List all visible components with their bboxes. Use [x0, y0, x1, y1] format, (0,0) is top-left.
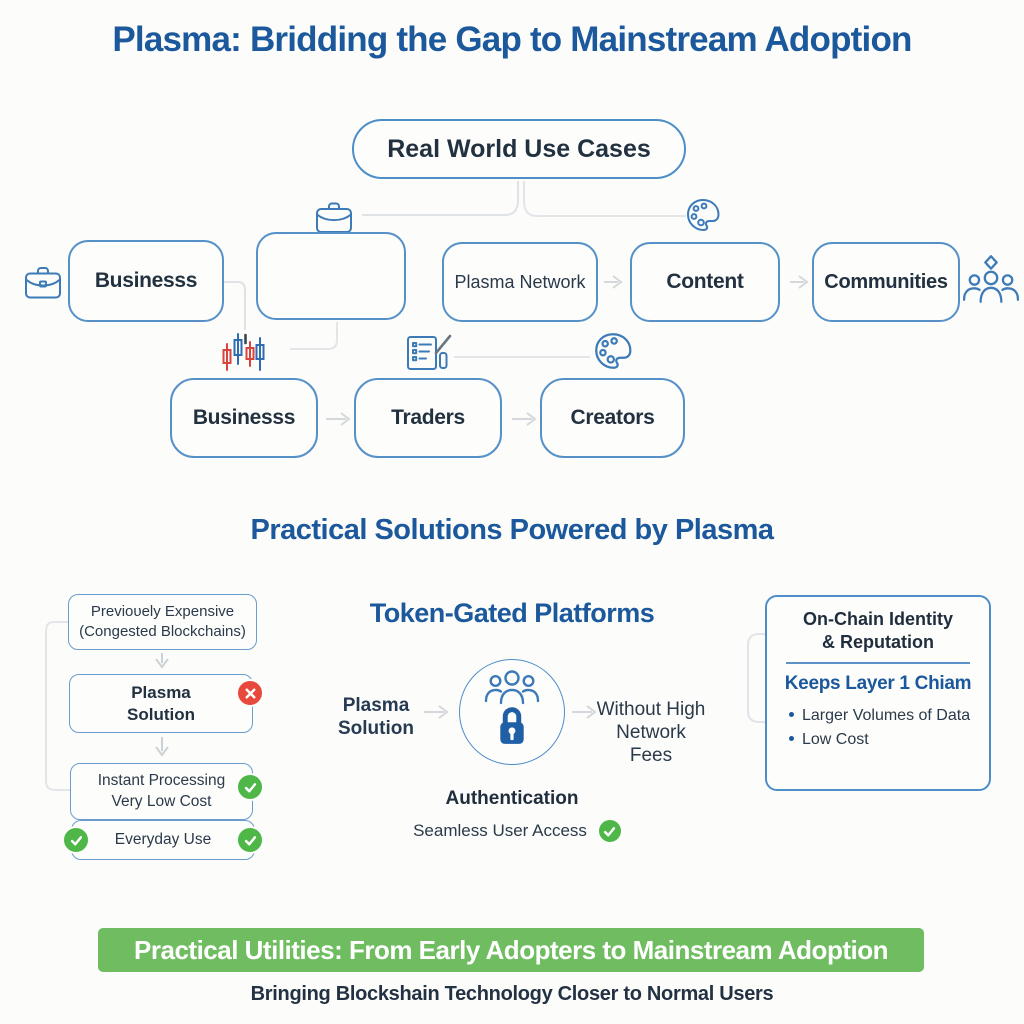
node-label: Plasma Network	[454, 271, 586, 292]
authentication-circle	[459, 659, 565, 765]
briefcase-icon	[315, 201, 353, 235]
node-label: Creators	[570, 406, 655, 429]
step-instant-processing: Instant Processing Very Low Cost	[70, 763, 253, 820]
node-traders: Traders	[354, 378, 502, 458]
check-icon	[236, 773, 264, 801]
label-line2: Solution	[338, 718, 414, 740]
footer-banner-label: Practical Utilities: From Early Adopters…	[134, 934, 888, 965]
node-empty	[256, 232, 406, 320]
briefcase-icon	[24, 264, 62, 302]
node-label: Content	[666, 270, 744, 293]
step-label-line2: Very Low Cost	[111, 792, 212, 810]
step-label-line1: Previoυely Expensive	[90, 602, 235, 620]
palette-icon	[594, 332, 632, 370]
plasma-solution-label: Plasma Solution	[316, 694, 436, 740]
check-icon	[596, 818, 623, 844]
candlestick-chart-icon	[218, 330, 266, 374]
root-node-real-world-use-cases: Real World Use Cases	[352, 119, 686, 179]
card-title-line1: On-Chain Identity	[803, 609, 953, 629]
label-line2: Network Fees	[616, 722, 686, 767]
footer-caption: Bringing Blockshain Technology Closer to…	[250, 983, 774, 1005]
label-line1: Plasma	[342, 695, 410, 716]
community-group-icon	[962, 254, 1020, 304]
page-title: Plasma: Bridding the Gap to Mainstream A…	[112, 20, 912, 59]
node-label: Businesss	[94, 269, 198, 292]
step-previously-expensive: Previoυely Expensive (Congested Blockcha…	[68, 594, 257, 650]
document-signature-icon	[406, 334, 452, 372]
node-label: Businesss	[192, 406, 296, 429]
on-chain-identity-card: On-Chain Identity & Reputation Keeps Lay…	[765, 595, 991, 791]
section-heading: Practical Solutions Powered by Plasma	[250, 514, 774, 546]
bullet-item: Larger Volumes of Data	[789, 704, 970, 728]
footer-banner: Practical Utilities: From Early Adopters…	[98, 928, 924, 972]
bullet-item: Low Cost	[789, 728, 970, 752]
bullet-dot	[789, 736, 794, 741]
bullet-label: Larger Volumes of Data	[802, 707, 971, 724]
node-plasma-network: Plasma Network	[442, 242, 598, 322]
node-label: Traders	[391, 406, 465, 429]
node-creators: Creators	[540, 378, 685, 458]
bullet-dot	[789, 712, 794, 717]
seamless-access-label: Seamless User Access	[413, 821, 587, 840]
root-node-label: Real World Use Cases	[387, 134, 651, 163]
node-communities: Communities	[812, 242, 960, 322]
step-label-line2: Solution	[127, 704, 195, 724]
step-plasma-solution: Plasma Solution	[69, 674, 253, 733]
seamless-access-row: Seamless User Access	[398, 818, 638, 844]
palette-icon	[686, 198, 720, 232]
without-fees-label: Without High Network Fees	[596, 698, 706, 768]
error-cross-icon	[236, 679, 264, 707]
node-business-row1: Businesss	[68, 240, 224, 322]
bullet-label: Low Cost	[802, 731, 869, 748]
label-line1: Without High	[596, 699, 706, 720]
step-everyday-use: Everyday Use	[71, 820, 255, 860]
lock-icon	[494, 703, 530, 747]
card-divider	[786, 662, 970, 664]
user-group-icon	[484, 669, 540, 705]
step-label-line2: (Congested Blockchains)	[79, 623, 246, 640]
token-gated-heading: Token-Gated Platforms	[369, 598, 655, 628]
card-title-line2: & Reputation	[822, 631, 934, 652]
step-label-line1: Instant Processing	[97, 771, 226, 789]
card-bullet-list: Larger Volumes of Data Low Cost	[767, 704, 970, 752]
authentication-caption: Authentication	[445, 788, 579, 809]
node-content: Content	[630, 242, 780, 322]
step-label: Everyday Use	[114, 830, 212, 848]
node-business-row2: Businesss	[170, 378, 318, 458]
check-icon	[236, 826, 264, 854]
step-label-line1: Plasma	[131, 683, 191, 703]
card-subtitle: Keeps Layer 1 Chiam	[784, 673, 972, 694]
check-icon	[62, 826, 90, 854]
node-label: Communities	[824, 270, 948, 293]
